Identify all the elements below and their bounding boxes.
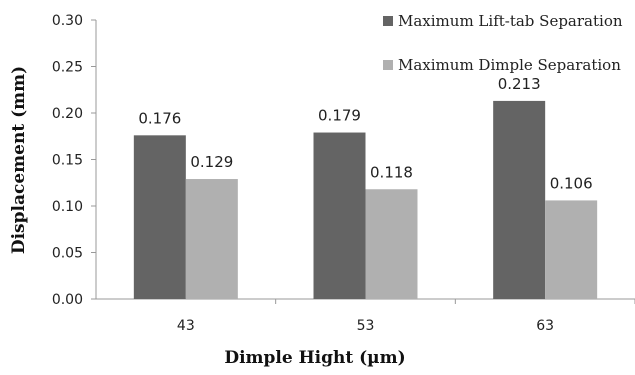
legend-swatch	[383, 16, 393, 26]
y-tick-label: 0.05	[52, 246, 83, 262]
bar-lift-tab-43	[133, 135, 186, 299]
y-tick-label: 0.30	[52, 13, 83, 29]
x-tick-label: 63	[536, 318, 554, 334]
data-label: 0.213	[498, 75, 541, 93]
y-tick-label: 0.00	[52, 292, 83, 308]
y-ticks: 0.00 0.05 0.10 0.15 0.20 0.25 0.30	[52, 13, 96, 308]
bar-lift-tab-53	[313, 132, 366, 299]
y-tick-label: 0.10	[52, 199, 83, 215]
data-label: 0.179	[318, 107, 361, 125]
x-tick-label: 43	[177, 318, 195, 334]
x-tick-label: 53	[357, 318, 375, 334]
y-tick-label: 0.25	[52, 60, 83, 76]
x-axis-title: Dimple Hight (µm)	[224, 348, 405, 368]
bar-dimple-53	[365, 189, 418, 299]
data-label: 0.129	[190, 153, 233, 171]
bars	[133, 100, 598, 299]
data-label: 0.106	[550, 174, 593, 192]
data-labels: 0.176 0.129 0.179 0.118 0.213 0.106	[138, 75, 592, 193]
y-axis-title: Displacement (mm)	[9, 66, 29, 254]
bar-dimple-63	[545, 200, 598, 299]
legend: Maximum Lift-tab Separation Maximum Dimpl…	[383, 12, 623, 74]
y-tick-label: 0.20	[52, 106, 83, 122]
legend-label: Maximum Lift-tab Separation	[398, 12, 623, 30]
legend-swatch	[383, 60, 393, 70]
bar-dimple-43	[185, 179, 238, 299]
legend-label: Maximum Dimple Separation	[398, 56, 621, 74]
data-label: 0.118	[370, 163, 413, 181]
y-tick-label: 0.15	[52, 153, 83, 169]
x-ticks: 43 53 63	[177, 299, 635, 334]
data-label: 0.176	[138, 109, 181, 127]
bar-lift-tab-63	[493, 100, 546, 299]
